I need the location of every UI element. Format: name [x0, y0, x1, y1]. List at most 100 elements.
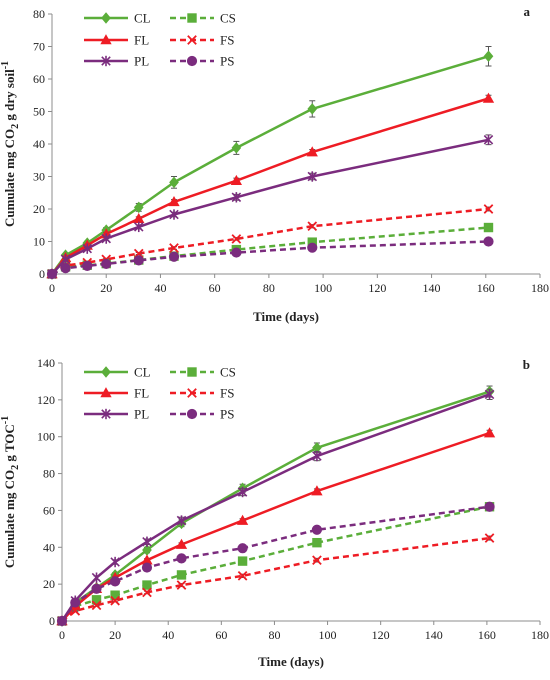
chart-panel-a: 0 10 20 30 40 50 60 70 80 0 20 40 60 80 100 120 140 160 18…: [0, 4, 549, 324]
data-point-FS: [312, 555, 322, 566]
x-tick-label: 180: [531, 628, 549, 642]
data-point-CS: [142, 580, 152, 590]
data-point-FL: [483, 427, 496, 438]
legend-item-CL: CL: [84, 365, 151, 380]
legend-item-CL: CL: [84, 11, 151, 26]
data-point-PS: [56, 615, 68, 627]
x-tick-label: 20: [100, 281, 112, 295]
data-point-CS: [237, 556, 248, 566]
x-tick-label: 160: [477, 281, 495, 295]
data-point-FL: [482, 92, 495, 103]
legend-label: FS: [220, 386, 234, 401]
y-tick-label: 20: [43, 577, 55, 591]
data-point-PS: [101, 258, 112, 270]
series-line-FL: [51, 97, 489, 275]
y-axis-title: Cumulate mg CO2 g TOC-1: [0, 416, 21, 568]
legend-label: FS: [220, 33, 234, 48]
x-tick-label: 0: [49, 281, 55, 295]
legend-item-FL: FL: [84, 386, 149, 401]
x-tick-label: 60: [215, 628, 227, 642]
data-point-PL: [101, 233, 111, 244]
data-point-FL: [175, 538, 188, 549]
data-point-FS: [231, 234, 242, 244]
y-tick-label: 40: [43, 540, 55, 554]
legend-label: CL: [134, 11, 151, 26]
x-tick-label: 100: [314, 281, 332, 295]
data-point-FS: [70, 606, 81, 616]
y-tick-label: 140: [37, 356, 55, 370]
x-axis-title: Time (days): [258, 654, 324, 669]
series-FS: [47, 204, 494, 279]
legend-marker: [187, 13, 197, 23]
x-tick-label: 140: [425, 628, 443, 642]
data-point-PS: [82, 260, 93, 271]
x-tick-label: 20: [109, 628, 121, 642]
y-tick-label: 60: [43, 503, 55, 517]
legend-marker: [101, 366, 111, 378]
data-point-PS: [311, 524, 323, 535]
data-point-PL: [484, 389, 495, 400]
data-point-PS: [91, 583, 102, 594]
legend-label: CS: [220, 365, 236, 380]
legend-item-FL: FL: [84, 33, 149, 48]
data-point-CS: [176, 570, 187, 580]
data-point-PL: [237, 486, 248, 498]
data-point-PS: [483, 236, 494, 247]
legend: CL CS FL FS PL PS: [84, 365, 236, 422]
data-point-PL: [142, 536, 152, 547]
panel-letter: b: [523, 357, 530, 372]
series-line-PS: [60, 505, 490, 622]
y-tick-label: 80: [33, 7, 45, 21]
legend-item-PL: PL: [84, 407, 149, 422]
series-PL: [47, 134, 494, 280]
legend-item-CS: CS: [170, 365, 236, 380]
y-axis-title: Cumulate mg CO2 g dry soil-1: [0, 61, 21, 227]
series-FS: [57, 533, 495, 626]
legend-label: CS: [220, 11, 236, 26]
data-point-CL: [483, 50, 494, 63]
legend-item-PS: PS: [170, 407, 234, 422]
data-point-FS: [169, 243, 179, 253]
data-point-FS: [484, 533, 495, 543]
data-point-FS: [176, 580, 187, 590]
series-CL: [57, 385, 495, 627]
x-tick-label: 120: [372, 628, 390, 642]
x-tick-label: 100: [319, 628, 337, 642]
x-tick-label: 80: [263, 281, 275, 295]
data-point-PS: [70, 597, 81, 608]
data-point-PL: [307, 171, 318, 182]
legend-item-FS: FS: [170, 33, 234, 48]
y-tick-label: 30: [33, 170, 45, 184]
data-point-PL: [110, 556, 120, 568]
legend-item-CS: CS: [170, 11, 236, 26]
legend-item-PS: PS: [170, 54, 234, 69]
series-PL: [57, 388, 495, 627]
chart-panel-b: 0 20 40 60 80 100 120 140 0 20 40 60 80 100 120 140 160 1…: [0, 356, 549, 669]
data-point-CS: [312, 537, 322, 548]
y-tick-label: 50: [33, 105, 45, 119]
x-tick-label: 40: [154, 281, 166, 295]
series-line-PL: [51, 138, 489, 275]
data-point-FS: [483, 204, 494, 214]
data-point-FL: [236, 514, 249, 525]
series-line-CL: [50, 55, 489, 275]
legend-marker: [101, 408, 111, 420]
legend-label: FL: [134, 33, 149, 48]
data-point-PS: [46, 268, 58, 280]
x-tick-label: 80: [268, 628, 280, 642]
data-point-CS: [483, 222, 494, 233]
series-line-FS: [51, 207, 489, 276]
legend-marker: [101, 12, 111, 24]
data-point-PS: [141, 562, 153, 573]
y-tick-label: 20: [33, 202, 45, 216]
x-tick-label: 120: [368, 281, 386, 295]
data-point-CL: [169, 176, 179, 189]
data-point-FS: [142, 587, 152, 598]
data-point-PS: [133, 255, 144, 266]
x-tick-label: 160: [478, 628, 496, 642]
data-point-PL: [82, 243, 93, 254]
data-point-PL: [312, 450, 322, 462]
legend-marker: [100, 34, 112, 45]
series-PS: [56, 501, 495, 627]
legend-marker: [100, 387, 112, 398]
